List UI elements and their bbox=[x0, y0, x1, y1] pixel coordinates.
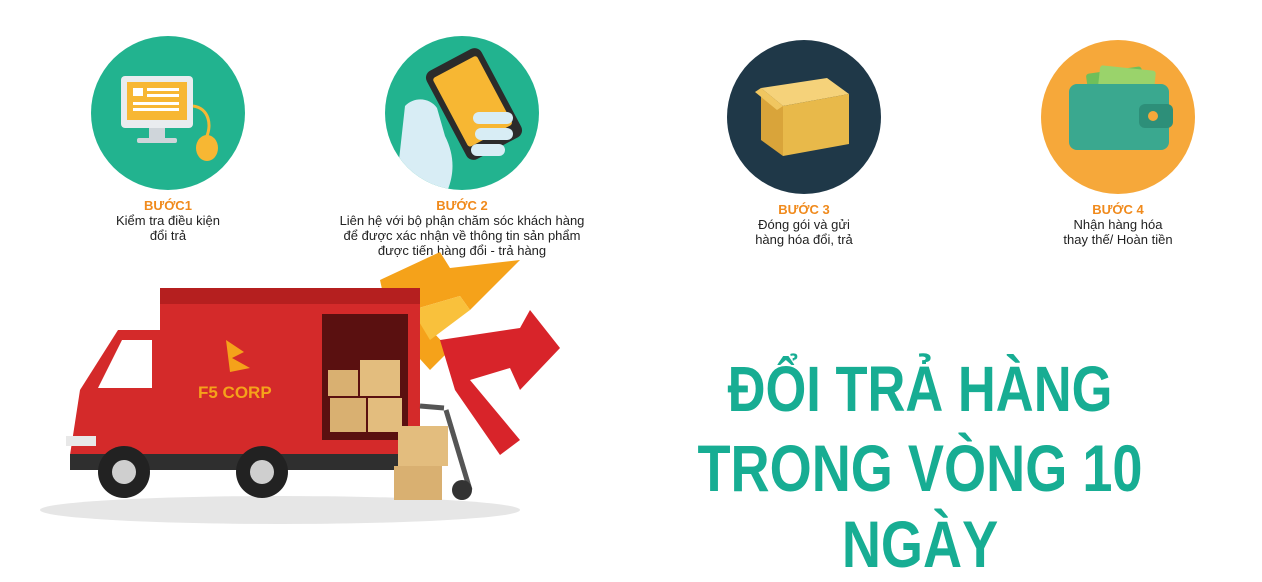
step-2: BƯỚC 2 Liên hệ với bộ phận chăm sóc khác… bbox=[302, 36, 622, 258]
headline-line-1: ĐỔI TRẢ HÀNG bbox=[727, 353, 1113, 425]
step-title: BƯỚC1 bbox=[144, 198, 192, 213]
step-3: BƯỚC 3 Đóng gói và gửi hàng hóa đổi, trả bbox=[644, 40, 964, 247]
step-title: BƯỚC 4 bbox=[1092, 202, 1144, 217]
step-1: BƯỚC1 Kiểm tra điều kiện đổi trả bbox=[8, 36, 328, 243]
headline-line-2: TRONG VÒNG 10 NGÀY bbox=[697, 431, 1143, 581]
delivery-truck-icon: F5 CORP bbox=[40, 252, 560, 524]
monitor-mouse-icon bbox=[91, 36, 245, 190]
step-4: BƯỚC 4 Nhận hàng hóa thay thế/ Hoàn tiền bbox=[958, 40, 1262, 247]
step-description: Nhận hàng hóa thay thế/ Hoàn tiền bbox=[1063, 217, 1173, 247]
wallet-icon bbox=[1041, 40, 1195, 194]
step-title: BƯỚC 3 bbox=[778, 202, 830, 217]
phone-hand-icon bbox=[385, 36, 539, 190]
step-description: Kiểm tra điều kiện đổi trả bbox=[115, 213, 221, 243]
step-description: Đóng gói và gửi hàng hóa đổi, trả bbox=[755, 217, 853, 247]
package-box-icon bbox=[727, 40, 881, 194]
step-title: BƯỚC 2 bbox=[436, 198, 488, 213]
truck-brand: F5 CORP bbox=[198, 383, 272, 402]
step-description: Liên hệ với bộ phận chăm sóc khách hàng … bbox=[339, 213, 585, 258]
